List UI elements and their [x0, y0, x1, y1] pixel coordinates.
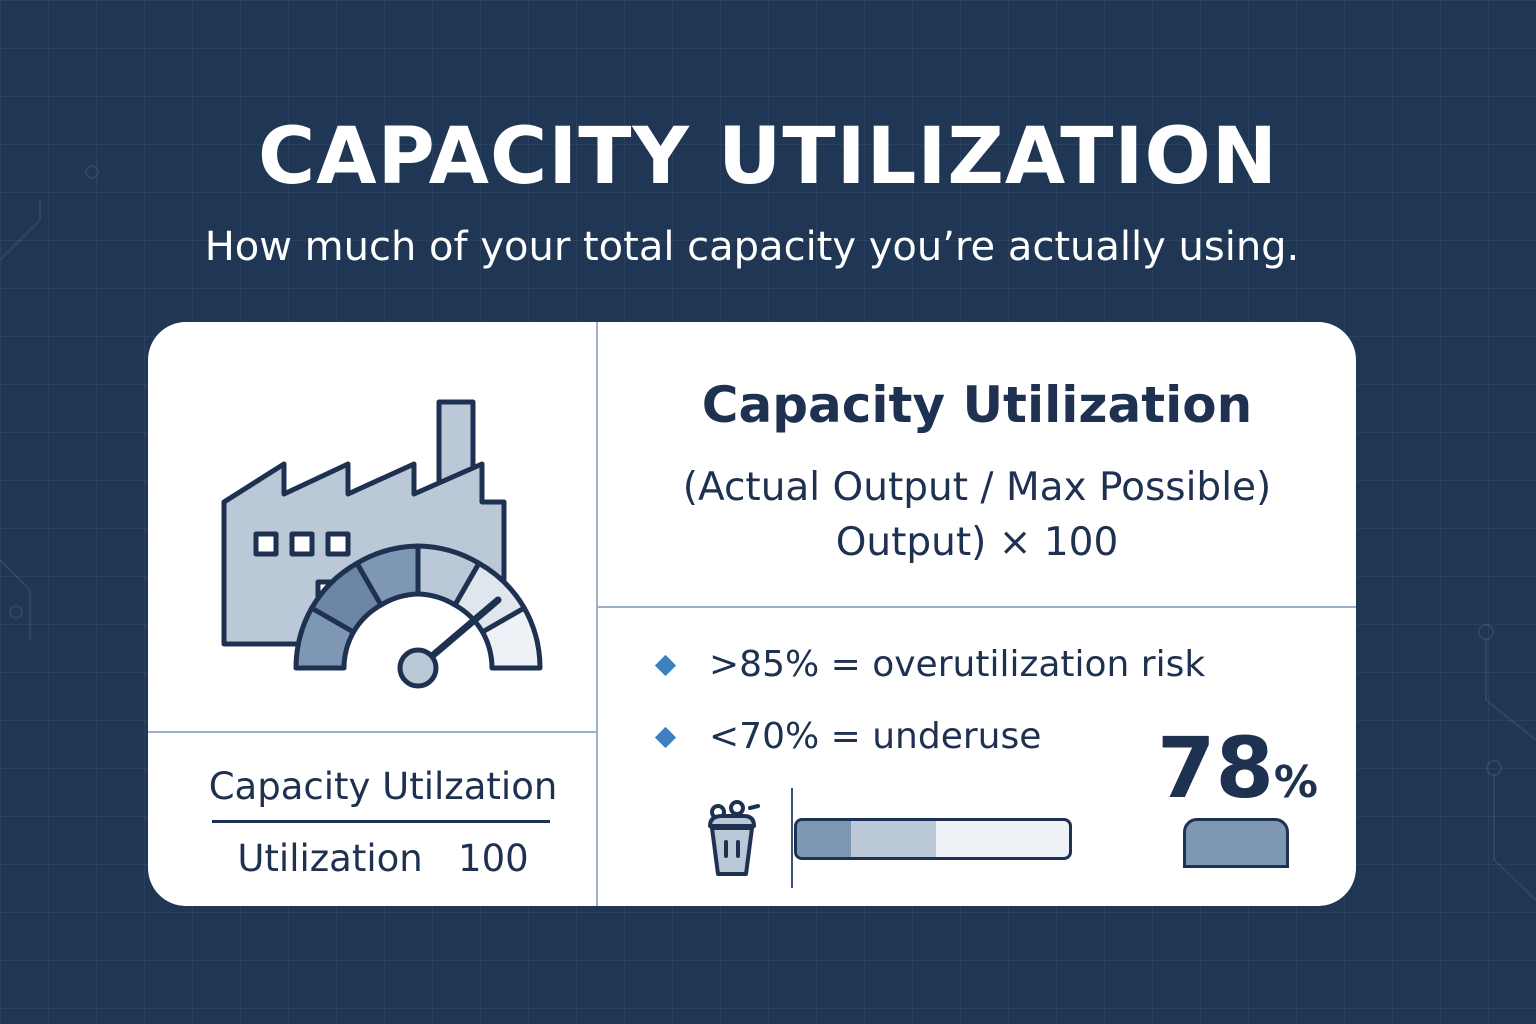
utilization-progress-bar [794, 818, 1072, 860]
page-subtitle: How much of your total capacity you’re a… [204, 224, 1300, 270]
factory-gauge-icon [221, 399, 543, 689]
card-divider-left [148, 731, 596, 733]
label-numerator: Capacity Utilzation [208, 765, 558, 808]
info-card: Capacity Utilzation Utilization 100 Capa… [148, 322, 1356, 906]
card-divider-vertical [596, 322, 598, 906]
formula-text: (Actual Output / Max Possible) Output) ×… [598, 460, 1356, 570]
formula-line-1: (Actual Output / Max Possible) [682, 465, 1272, 510]
diamond-bullet-icon [654, 654, 677, 676]
bucket-icon [708, 800, 760, 876]
card-divider-right [598, 606, 1356, 608]
threshold-item-high: >85% = overutilization risk [654, 642, 1205, 688]
utilization-unit: % [1273, 757, 1318, 808]
progress-marker [791, 788, 793, 888]
label-denominator: Utilization 100 [148, 836, 618, 882]
utilization-number: 78 [1157, 719, 1274, 817]
threshold-text-low: <70% = underuse [709, 716, 1042, 757]
threshold-item-low: <70% = underuse [654, 714, 1041, 760]
label-denominator-word: Utilization [237, 837, 423, 880]
progress-fill-light [851, 821, 936, 857]
threshold-text-high: >85% = overutilization risk [709, 644, 1206, 685]
formula-title: Capacity Utilization [701, 376, 1253, 434]
label-denominator-value: 100 [458, 837, 529, 880]
utilization-block-icon [1183, 818, 1289, 868]
utilization-value: 78% [1148, 720, 1318, 816]
diamond-bullet-icon [654, 726, 677, 748]
page-title: CAPACITY UTILIZATION [257, 112, 1279, 202]
fraction-line [212, 820, 550, 823]
progress-fill-dark [797, 821, 852, 857]
formula-line-2: Output) × 100 [835, 520, 1119, 565]
